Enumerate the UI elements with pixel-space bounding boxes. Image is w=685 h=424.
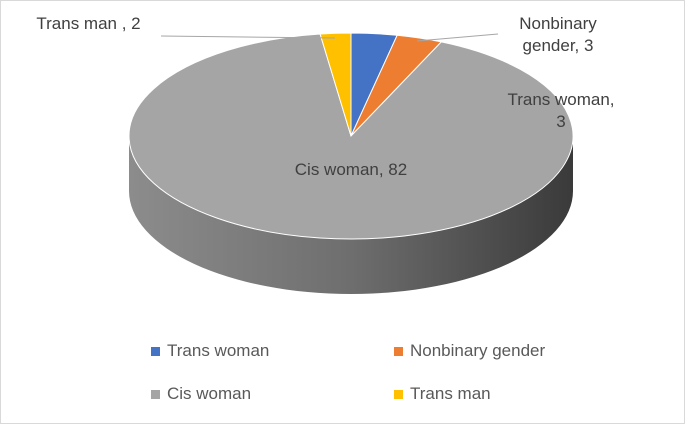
legend-swatch — [394, 346, 403, 356]
data-label: Trans man , 2 — [36, 14, 141, 33]
slice — [319, 32, 352, 137]
legend-label: Trans woman — [167, 341, 270, 360]
data-label: Trans woman, 3 — [507, 90, 615, 131]
legend-item: Cis woman — [151, 384, 251, 404]
legend-label: Cis woman — [167, 384, 252, 403]
data-label: Cis woman, 82 — [294, 160, 408, 179]
legend-item: Nonbinary gender — [394, 341, 545, 361]
data-label: Nonbinary gender, 3 — [519, 14, 597, 55]
legend-label: Trans man — [410, 384, 491, 403]
legend-swatch — [394, 389, 403, 399]
legend-item: Trans woman — [151, 341, 269, 361]
leader-line — [160, 35, 336, 39]
legend-item: Trans man — [394, 384, 491, 404]
slice-side — [129, 136, 573, 294]
slice — [128, 33, 574, 240]
legend-swatch — [151, 389, 160, 399]
leader-line — [416, 33, 499, 42]
legend-label: Nonbinary gender — [410, 341, 546, 360]
legend-swatch — [151, 346, 160, 356]
